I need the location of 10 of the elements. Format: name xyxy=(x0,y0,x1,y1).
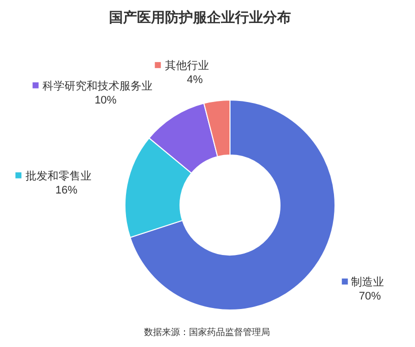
data-label: 16% xyxy=(55,184,78,196)
legend-label: 制造业 xyxy=(350,276,384,289)
data-label: 10% xyxy=(94,94,117,106)
legend-label: 科学研究和技术服务业 xyxy=(42,79,153,92)
chart-title: 国产医用防护服企业行业分布 xyxy=(109,9,291,25)
legend-label: 其他行业 xyxy=(164,59,209,72)
legend-label: 批发和零售业 xyxy=(25,169,92,182)
source-note: 数据来源：国家药品监督管理局 xyxy=(144,327,270,337)
data-label: 70% xyxy=(358,290,382,303)
data-label: 4% xyxy=(186,74,203,86)
